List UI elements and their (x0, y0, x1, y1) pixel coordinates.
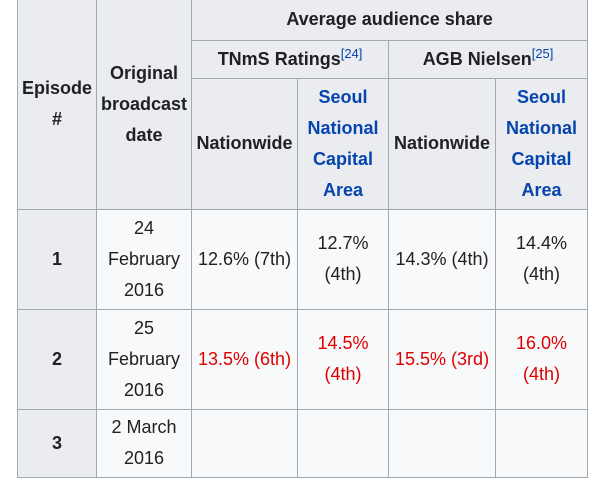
tnms-seoul-cell: 12.7% (4th) (297, 208, 390, 310)
agb-nationwide-cell (388, 408, 497, 478)
agb-seoul-header: Seoul National Capital Area (495, 77, 589, 210)
tnms-reference-link[interactable]: [24] (340, 45, 363, 61)
table-row: 1 24 February 2016 12.6% (7th) 12.7% (4t… (16, 208, 589, 310)
agb-nationwide-cell: 15.5% (3rd) (388, 308, 497, 410)
tnms-nationwide-header: Nationwide (191, 77, 299, 210)
average-share-header: Average audience share (191, 0, 589, 41)
tnms-seoul-link[interactable]: Seoul National Capital Area (307, 86, 379, 200)
agb-seoul-link[interactable]: Seoul National Capital Area (506, 86, 578, 200)
agb-nationwide-cell: 14.3% (4th) (388, 208, 497, 310)
tnms-nationwide-cell: 12.6% (7th) (191, 208, 299, 310)
agb-nationwide-header: Nationwide (388, 77, 497, 210)
tnms-nationwide-cell (191, 408, 299, 478)
tnms-seoul-header: Seoul National Capital Area (297, 77, 390, 210)
table-row: 2 25 February 2016 13.5% (6th) 14.5% (4t… (16, 308, 589, 410)
date-cell: 24 February 2016 (96, 208, 193, 310)
agb-reference-link[interactable]: [25] (531, 45, 554, 61)
tnms-label: TNmS Ratings (217, 48, 341, 69)
date-cell: 25 February 2016 (96, 308, 193, 410)
header-row-3: Nationwide Seoul National Capital Area N… (18, 77, 589, 210)
tnms-nationwide-cell: 13.5% (6th) (191, 308, 299, 410)
episode-cell: 1 (16, 208, 98, 310)
table-row: 3 2 March 2016 (16, 408, 589, 478)
episode-cell: 3 (16, 408, 98, 478)
tnms-seoul-cell: 14.5% (4th) (297, 308, 390, 410)
agb-label: AGB Nielsen (422, 48, 532, 69)
header-row-1: Episode # Original broadcast date Averag… (16, 0, 589, 210)
agb-seoul-cell: 16.0% (4th) (495, 308, 589, 410)
agb-seoul-cell: 14.4% (4th) (495, 208, 589, 310)
agb-header: AGB Nielsen[25] (388, 39, 589, 79)
agb-seoul-cell (495, 408, 589, 478)
tnms-header: TNmS Ratings[24] (191, 39, 390, 79)
episode-header: Episode # (16, 0, 98, 210)
tnms-seoul-cell (297, 408, 390, 478)
date-cell: 2 March 2016 (96, 408, 193, 478)
ratings-table: Episode # Original broadcast date Averag… (16, 0, 589, 478)
episode-cell: 2 (16, 308, 98, 410)
header-row-2: TNmS Ratings[24] AGB Nielsen[25] (18, 39, 589, 79)
broadcast-date-header: Original broadcast date (96, 0, 193, 210)
